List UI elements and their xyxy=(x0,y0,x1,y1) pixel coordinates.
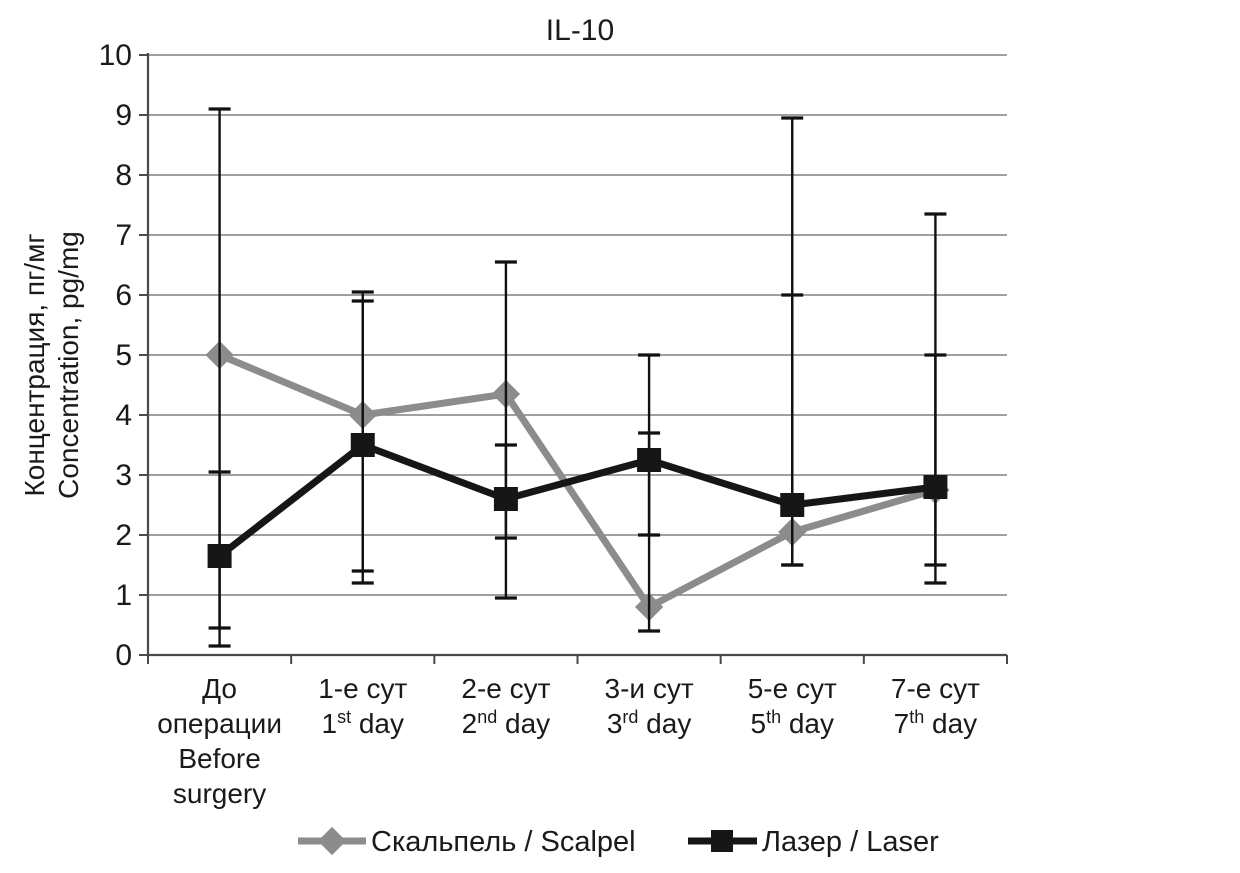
legend-laser-square-marker xyxy=(711,830,733,852)
laser-line xyxy=(217,441,936,559)
y-tick-labels: 0 1 2 3 4 5 6 7 8 9 10 xyxy=(99,39,132,672)
legend-scalpel-label: Скальпель / Scalpel xyxy=(371,826,636,858)
laser-square-marker xyxy=(780,493,805,517)
y-tick-label: 8 xyxy=(115,159,132,192)
x-category-label: 7th day xyxy=(894,707,978,739)
y-tick-label: 5 xyxy=(115,339,132,372)
error-bars xyxy=(208,107,947,648)
x-category-label: 3-и сут xyxy=(605,673,694,704)
legend-scalpel-diamond-marker xyxy=(317,826,347,856)
scalpel-line xyxy=(218,351,937,611)
x-category-label: 1-е сут xyxy=(318,673,407,704)
y-tick-label: 0 xyxy=(115,639,132,672)
x-category-label: 2nd day xyxy=(462,707,551,739)
gridlines xyxy=(148,54,1007,596)
y-tick-label: 10 xyxy=(99,39,132,72)
axes xyxy=(139,53,1008,664)
legend-laser-label: Лазер / Laser xyxy=(762,826,939,858)
y-tick-label: 2 xyxy=(115,519,132,552)
y-tick-label: 7 xyxy=(115,219,132,252)
x-category-label: До xyxy=(202,673,237,704)
y-axis-label-en: Concentration, pg/mg xyxy=(53,231,84,499)
x-category-label: 5th day xyxy=(750,707,834,739)
legend-item-scalpel: Скальпель / Scalpel xyxy=(298,826,636,858)
x-category-label: Before xyxy=(178,743,261,774)
legend: Скальпель / Scalpel Лазер / Laser xyxy=(298,826,939,858)
x-category-label: 5-е сут xyxy=(748,673,837,704)
chart-title: IL-10 xyxy=(546,14,614,47)
y-tick-label: 1 xyxy=(115,579,132,612)
x-category-label: операции xyxy=(157,708,282,739)
laser-square-marker xyxy=(207,544,232,568)
y-axis-label-ru: Концентрация, пг/мг xyxy=(19,233,50,496)
x-category-label: 3rd day xyxy=(607,707,692,739)
legend-item-laser: Лазер / Laser xyxy=(688,826,939,858)
y-tick-label: 4 xyxy=(115,399,132,432)
x-category-label: 1st day xyxy=(321,707,404,739)
laser-square-marker xyxy=(493,487,518,511)
x-category-label: surgery xyxy=(173,778,266,809)
y-tick-label: 3 xyxy=(115,459,132,492)
x-category-label: 2-е сут xyxy=(461,673,550,704)
laser-square-marker xyxy=(923,475,948,499)
series-laser xyxy=(207,433,948,568)
y-tick-label: 6 xyxy=(115,279,132,312)
y-tick-label: 9 xyxy=(115,99,132,132)
laser-square-marker xyxy=(350,433,375,457)
x-category-label: 7-е сут xyxy=(891,673,980,704)
laser-square-marker xyxy=(637,448,662,472)
